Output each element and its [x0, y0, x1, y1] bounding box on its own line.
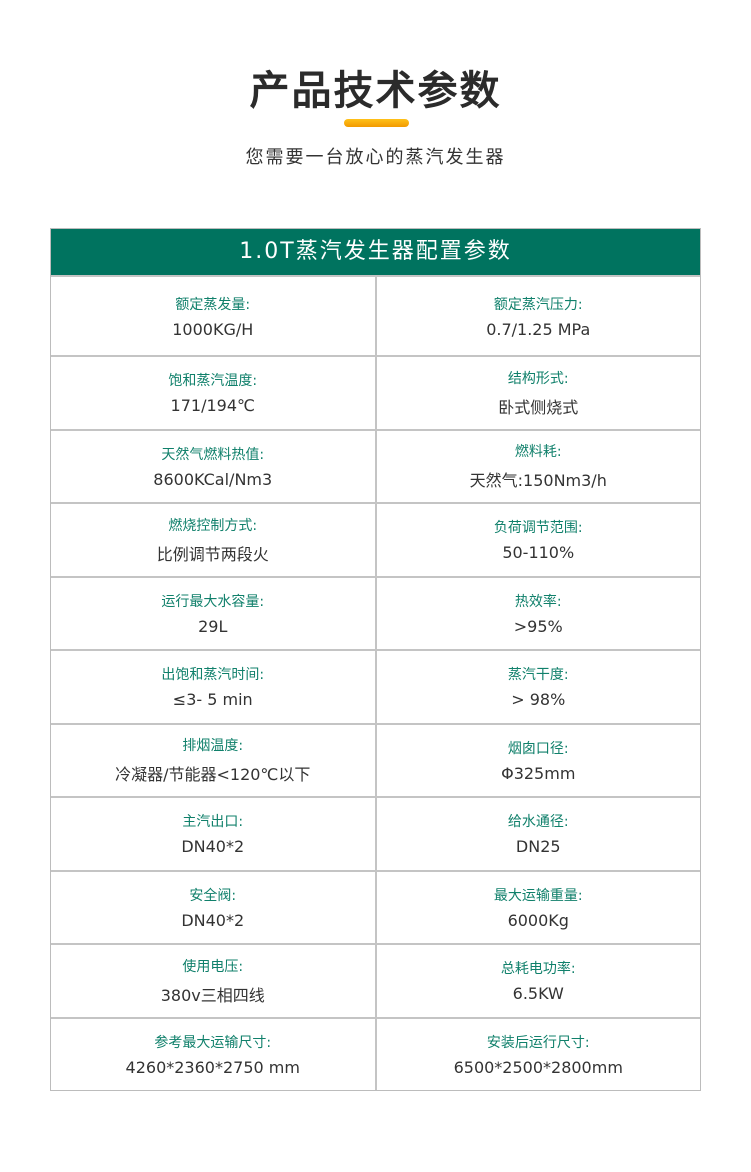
table-row: 出饱和蒸汽时间: ≤3- 5 min 蒸汽干度: > 98% [51, 649, 700, 723]
spec-label: 最大运输重量: [493, 887, 583, 904]
spec-cell: 蒸汽干度: > 98% [374, 651, 701, 723]
table-row: 参考最大运输尺寸: 4260*2360*2750 mm 安装后运行尺寸: 6500*2… [51, 1016, 701, 1091]
spec-label: 使用电压: [182, 958, 244, 975]
spec-cell: 天然气燃料热值: 8600KCal/Nm3 [51, 431, 375, 503]
spec-label: 安装后运行尺寸: [486, 1034, 590, 1051]
spec-cell: 最大运输重量: 6000Kg [374, 871, 701, 943]
spec-cell: 排烟温度: 冷凝器/节能器<120℃以下 [51, 725, 375, 797]
spec-label: 给水通径: [507, 814, 569, 831]
table-row: 燃烧控制方式: 比例调节两段火 负荷调节范围: 50-110% [51, 502, 700, 576]
table-row: 排烟温度: 冷凝器/节能器<120℃以下 烟囱口径: Φ325mm [51, 722, 701, 797]
spec-label: 热效率: [514, 593, 562, 610]
spec-value: 29L [198, 616, 228, 636]
spec-label: 燃烧控制方式: [168, 517, 258, 534]
spec-label: 额定蒸发量: [175, 296, 251, 313]
spec-label: 参考最大运输尺寸: [154, 1034, 272, 1051]
spec-value: ≤3- 5 min [172, 690, 253, 710]
table-row: 饱和蒸汽温度: 171/194℃ 结构形式: 卧式侧烧式 [51, 355, 700, 429]
spec-label: 天然气燃料热值: [161, 446, 265, 463]
spec-cell: 燃料耗: 天然气:150Nm3/h [374, 430, 701, 502]
spec-value: 卧式侧烧式 [498, 397, 579, 417]
spec-value: 6500*2500*2800mm [453, 1057, 623, 1077]
spec-cell: 负荷调节范围: 50-110% [374, 504, 701, 576]
title-accent-bar [344, 119, 409, 127]
spec-label: 主汽出口: [182, 814, 244, 831]
spec-cell: 燃烧控制方式: 比例调节两段火 [51, 504, 375, 576]
spec-cell: 安装后运行尺寸: 6500*2500*2800mm [374, 1018, 701, 1090]
spec-value: 380v三相四线 [160, 985, 265, 1005]
spec-cell: 总耗电功率: 6.5KW [374, 945, 701, 1017]
table-row: 天然气燃料热值: 8600KCal/Nm3 燃料耗: 天然气:150Nm3/h [51, 428, 701, 503]
spec-value: 1000KG/H [172, 319, 254, 339]
spec-label: 安全阀: [189, 887, 237, 904]
spec-cell: 主汽出口: DN40*2 [51, 798, 375, 870]
spec-value: 8600KCal/Nm3 [153, 469, 273, 489]
table-row: 使用电压: 380v三相四线 总耗电功率: 6.5KW [51, 943, 700, 1017]
spec-label: 总耗电功率: [500, 961, 576, 978]
spec-value: DN40*2 [181, 837, 245, 857]
table-row: 额定蒸发量: 1000KG/H 额定蒸汽压力: 0.7/1.25 MPa [51, 275, 700, 355]
spec-label: 负荷调节范围: [493, 520, 583, 537]
spec-label: 燃料耗: [514, 444, 562, 461]
spec-cell: 热效率: >95% [374, 577, 701, 649]
spec-value: DN40*2 [181, 910, 245, 930]
spec-cell: 使用电压: 380v三相四线 [51, 945, 375, 1017]
spec-label: 结构形式: [507, 370, 569, 387]
spec-label: 排烟温度: [182, 738, 244, 755]
spec-cell: 额定蒸发量: 1000KG/H [51, 277, 375, 355]
spec-value: >95% [513, 616, 563, 636]
spec-cell: 饱和蒸汽温度: 171/194℃ [51, 357, 375, 429]
spec-table-title: 1.0T蒸汽发生器配置参数 [51, 229, 700, 275]
spec-value: 比例调节两段火 [156, 544, 269, 564]
spec-cell: 给水通径: DN25 [374, 798, 701, 870]
table-row: 安全阀: DN40*2 最大运输重量: 6000Kg [51, 869, 701, 944]
spec-label: 蒸汽干度: [507, 667, 569, 684]
page-subtitle: 您需要一台放心的蒸汽发生器 [245, 147, 506, 168]
spec-value: Φ325mm [501, 763, 576, 783]
spec-cell: 结构形式: 卧式侧烧式 [374, 357, 701, 429]
spec-cell: 出饱和蒸汽时间: ≤3- 5 min [51, 651, 375, 723]
spec-label: 额定蒸汽压力: [493, 296, 583, 313]
spec-cell: 运行最大水容量: 29L [51, 578, 375, 650]
spec-cell: 烟囱口径: Φ325mm [374, 724, 701, 796]
spec-label: 运行最大水容量: [161, 593, 265, 610]
spec-cell: 参考最大运输尺寸: 4260*2360*2750 mm [51, 1019, 375, 1091]
spec-value: 4260*2360*2750 mm [125, 1057, 300, 1077]
spec-value: 0.7/1.25 MPa [486, 319, 591, 339]
spec-value: 171/194℃ [170, 396, 255, 416]
spec-value: 6.5KW [512, 984, 564, 1004]
spec-cell: 额定蒸汽压力: 0.7/1.25 MPa [374, 277, 701, 355]
spec-cell: 安全阀: DN40*2 [51, 872, 375, 944]
spec-value: > 98% [511, 690, 566, 710]
spec-label: 烟囱口径: [507, 740, 569, 757]
spec-table: 1.0T蒸汽发生器配置参数 额定蒸发量: 1000KG/H 额定蒸汽压力: 0.7/1… [50, 228, 701, 1091]
spec-value: 天然气:150Nm3/h [469, 471, 607, 491]
table-row: 运行最大水容量: 29L 热效率: >95% [51, 575, 701, 650]
spec-value: 冷凝器/节能器<120℃以下 [115, 765, 311, 785]
page-title: 产品技术参数 [249, 68, 502, 114]
spec-value: 6000Kg [507, 910, 569, 930]
spec-label: 饱和蒸汽温度: [168, 373, 258, 390]
spec-value: 50-110% [502, 543, 575, 563]
spec-value: DN25 [515, 837, 561, 857]
table-row: 主汽出口: DN40*2 给水通径: DN25 [51, 796, 700, 870]
spec-label: 出饱和蒸汽时间: [161, 667, 265, 684]
